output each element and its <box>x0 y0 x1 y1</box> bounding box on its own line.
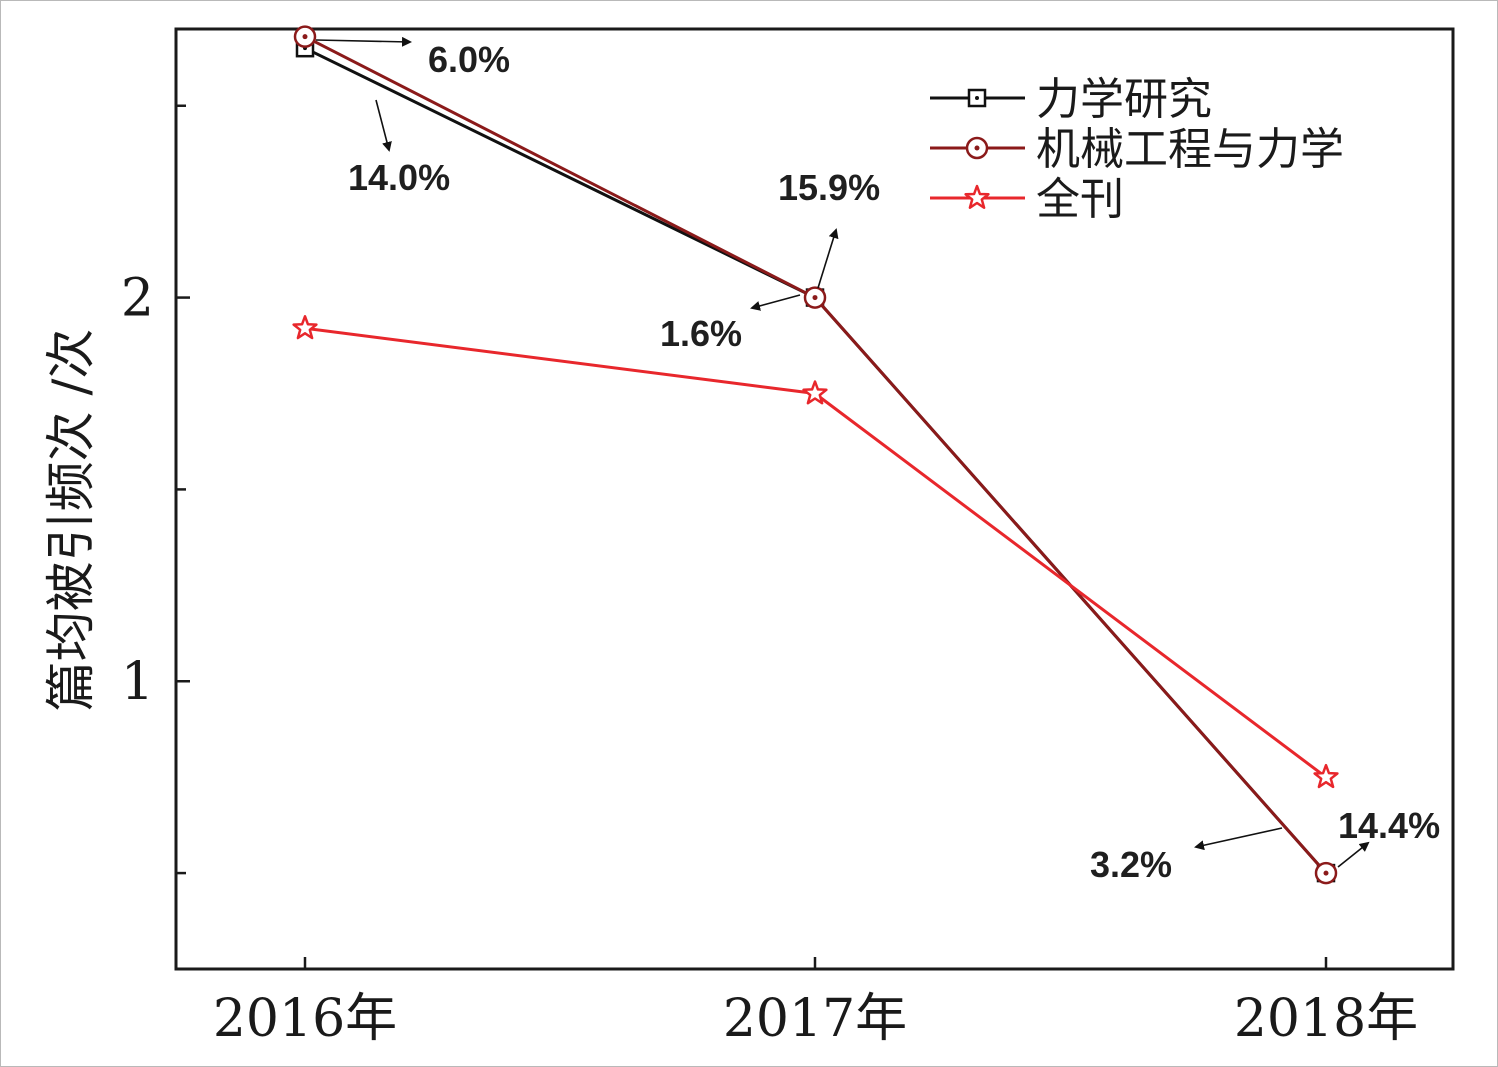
legend-marker-dot <box>975 96 979 100</box>
y-tick-label: 1 <box>121 652 154 712</box>
annotation-label: 15.9% <box>778 167 880 208</box>
series-2 <box>292 315 1339 789</box>
x-tick-label: 2016年 <box>213 989 397 1049</box>
annotation-arrow <box>375 99 392 152</box>
legend-marker <box>964 184 990 209</box>
annotation-label: 14.4% <box>1338 805 1440 846</box>
data-point-dot <box>302 34 308 40</box>
annotation-arrow <box>750 294 801 311</box>
annotation-label: 6.0% <box>428 39 510 80</box>
annotation-label: 3.2% <box>1090 844 1172 885</box>
series-layer <box>292 25 1339 885</box>
annotation-arrow <box>1194 827 1283 851</box>
x-tick-label: 2017年 <box>723 989 907 1049</box>
data-point-dot <box>1323 870 1329 876</box>
data-point <box>292 315 318 340</box>
data-point-dot <box>812 295 818 301</box>
data-point <box>802 380 828 405</box>
legend-label: 全刊 <box>1036 174 1124 225</box>
annotation-label: 1.6% <box>660 313 742 354</box>
annotation-layer: 6.0% 14.0% 15.9% 1.6% 3.2% 14.4% <box>315 36 1440 885</box>
x-axis-ticks: 2016年 2017年 2018年 <box>213 957 1418 1049</box>
legend-label: 机械工程与力学 <box>1036 124 1344 175</box>
data-point <box>1313 763 1339 789</box>
x-tick-label: 2018年 <box>1234 989 1418 1049</box>
annotation-arrow <box>315 36 412 47</box>
annotation-label: 14.0% <box>348 157 450 198</box>
legend-label: 力学研究 <box>1036 74 1212 125</box>
annotation-arrow <box>817 228 839 289</box>
series-1 <box>293 25 1338 885</box>
y-axis-label: 篇均被引频次 /次 <box>42 329 100 712</box>
y-axis-ticks: 12 <box>121 104 190 875</box>
y-tick-label: 2 <box>121 269 154 329</box>
annotation-arrow <box>1337 841 1370 868</box>
legend-marker-dot <box>974 145 980 151</box>
